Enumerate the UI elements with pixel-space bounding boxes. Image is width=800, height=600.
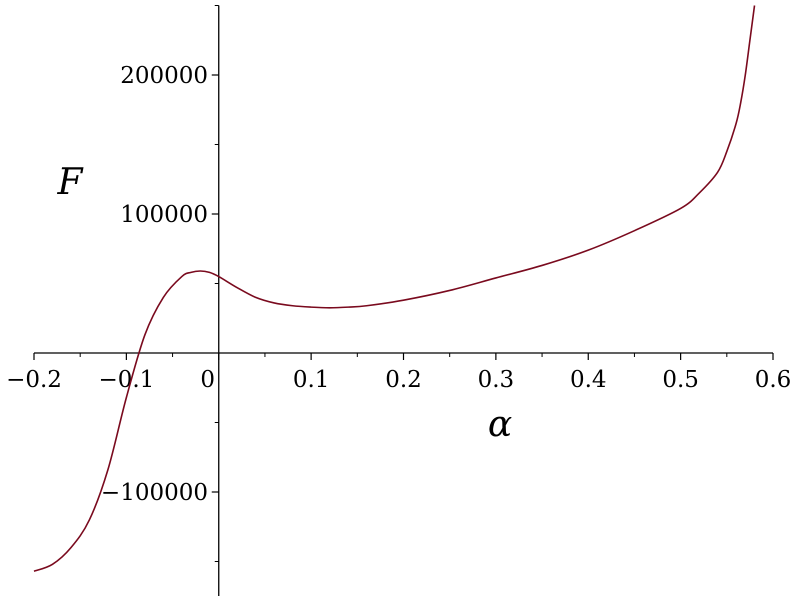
- tick-labels: −0.2 −0.1 0 0.1 0.2 0.3 0.4 0.5 0.6 −100000 100000…: [6, 63, 791, 506]
- x-tick-label: 0.4: [570, 367, 607, 393]
- y-tick-label: −100000: [101, 480, 208, 506]
- ticks: [33, 5, 774, 562]
- x-tick-label: 0.6: [755, 367, 792, 393]
- x-axis-title: α: [488, 404, 512, 445]
- x-tick-label: 0.5: [662, 367, 699, 393]
- x-tick-label: 0: [200, 367, 215, 393]
- x-tick-label: 0.2: [385, 367, 422, 393]
- y-tick-label: 200000: [120, 63, 208, 89]
- y-axis-title: F: [57, 162, 85, 203]
- x-tick-label: 0.3: [478, 367, 515, 393]
- series-layer: [33, 5, 756, 572]
- y-tick-label: 100000: [120, 202, 208, 228]
- series-line: [33, 5, 756, 572]
- x-tick-label: −0.1: [98, 367, 154, 393]
- x-tick-label: −0.2: [6, 367, 62, 393]
- x-tick-label: 0.1: [293, 367, 330, 393]
